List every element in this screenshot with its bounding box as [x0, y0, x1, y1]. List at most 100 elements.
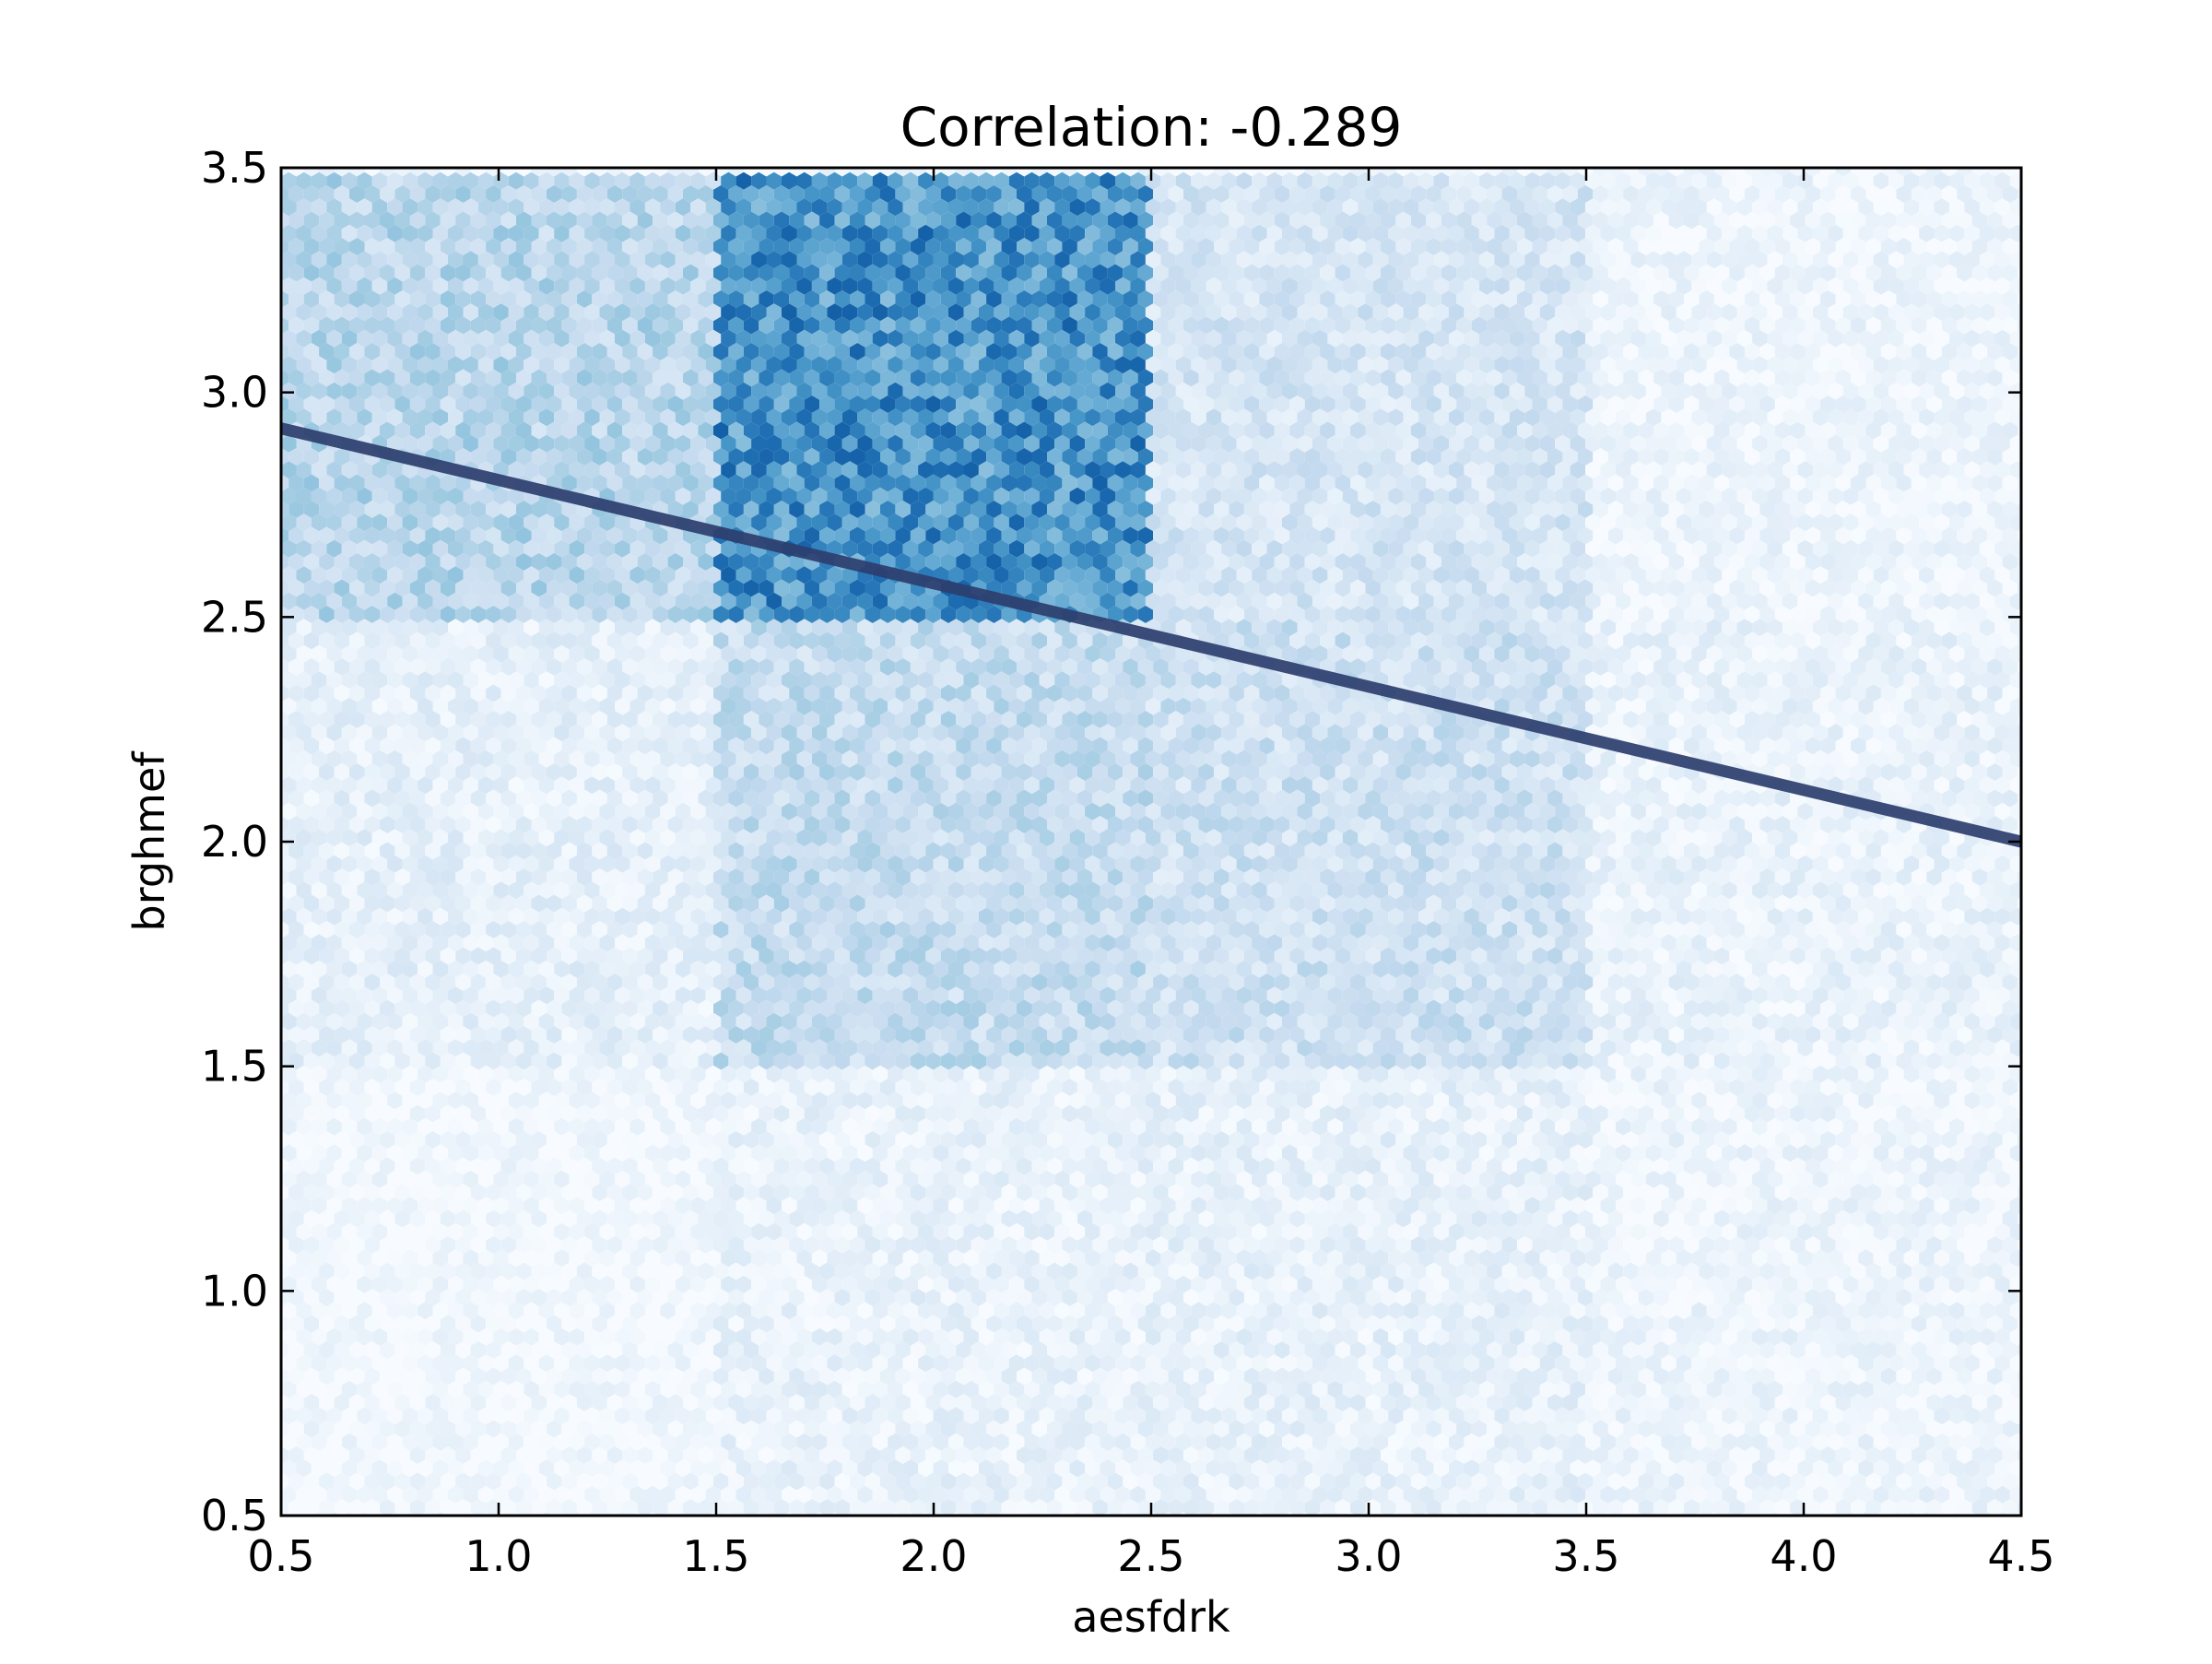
hex-cell: [804, 238, 820, 255]
hex-cell: [432, 198, 448, 217]
hex-cell: [857, 251, 873, 269]
hex-cell: [303, 168, 320, 177]
hex-cell: [925, 211, 941, 230]
hex-cell: [629, 277, 645, 295]
hex-cell: [1039, 277, 1055, 295]
hex-cell: [326, 171, 342, 190]
hex-cell: [1926, 211, 1942, 230]
hex-cell: [819, 211, 835, 230]
hex-cell: [500, 264, 516, 282]
hex-cell: [1069, 251, 1086, 269]
hex-cell: [1722, 224, 1737, 242]
hex-cell: [387, 224, 403, 242]
hex-cell: [2009, 224, 2021, 242]
hex-cell: [978, 198, 994, 217]
hex-cell: [1464, 251, 1479, 269]
hex-cell: [288, 238, 304, 255]
hex-cell: [690, 198, 706, 217]
hex-cell: [1994, 198, 2010, 217]
hex-cell: [1729, 168, 1745, 177]
hex-cell: [1426, 185, 1441, 203]
hex-cell: [2002, 185, 2018, 203]
hex-cell: [1312, 224, 1328, 242]
hex-cell: [1289, 264, 1305, 282]
hex-cell: [1380, 264, 1396, 282]
hex-cell: [334, 238, 349, 255]
hex-cell: [1539, 224, 1556, 242]
hex-cell: [1243, 238, 1260, 255]
hex-cell: [524, 277, 539, 295]
hex-cell: [311, 198, 327, 217]
hex-cell: [1008, 198, 1025, 217]
hex-cell: [789, 264, 805, 282]
hex-cell: [1562, 264, 1578, 282]
hex-cell: [477, 224, 494, 242]
hex-cell: [789, 185, 805, 203]
hex-cell: [281, 211, 289, 230]
hex-cell: [872, 251, 888, 269]
hex-cell: [1168, 168, 1183, 177]
hex-cell: [455, 238, 471, 255]
hex-cell: [1252, 251, 1267, 269]
hex-cell: [1699, 168, 1714, 177]
hex-cell: [493, 224, 509, 242]
hex-cell: [1395, 168, 1411, 177]
hex-cell: [569, 198, 585, 217]
hex-cell: [1031, 238, 1047, 255]
hex-cell: [751, 277, 767, 295]
hex-cell: [1851, 168, 1866, 177]
hex-cell: [493, 198, 509, 217]
hex-cell: [1229, 238, 1244, 255]
hex-cell: [1206, 224, 1222, 242]
hex-cell: [1115, 224, 1131, 242]
hex-cell: [804, 185, 820, 203]
hex-cell: [675, 224, 691, 242]
hex-cell: [1896, 264, 1912, 282]
hex-cell: [629, 198, 645, 217]
hex-cell: [463, 171, 478, 190]
hex-cell: [902, 171, 919, 190]
hex-cell: [1380, 238, 1396, 255]
hex-cell: [1957, 238, 1972, 255]
hex-cell: [281, 198, 297, 217]
hex-cell: [1600, 198, 1616, 217]
hex-cell: [759, 168, 774, 177]
hex-cell: [1524, 198, 1540, 217]
hex-cell: [1509, 198, 1525, 217]
hex-cell: [1069, 224, 1086, 242]
hex-cell: [387, 251, 403, 269]
hex-cell: [1630, 198, 1646, 217]
hex-cell: [1593, 238, 1608, 255]
hex-cell: [956, 238, 971, 255]
hex-cell: [418, 171, 433, 190]
hex-cell: [1517, 185, 1533, 203]
hex-cell: [554, 224, 570, 242]
hex-cell: [827, 198, 842, 217]
hex-cell: [1350, 238, 1366, 255]
hex-cell: [1957, 264, 1972, 282]
hex-cell: [606, 168, 623, 177]
hex-cell: [1638, 185, 1654, 203]
hex-cell: [1274, 264, 1290, 282]
hex-cell: [766, 251, 782, 269]
hex-cell: [1252, 277, 1267, 295]
hex-cell: [1289, 238, 1305, 255]
hex-cell: [584, 224, 600, 242]
hex-cell: [827, 171, 842, 190]
hex-cell: [1919, 198, 1935, 217]
hex-cell: [1706, 251, 1723, 269]
hex-cell: [288, 185, 304, 203]
hex-cell: [963, 171, 979, 190]
hex-cell: [1160, 277, 1176, 295]
hex-cell: [1266, 171, 1282, 190]
hex-cell: [1820, 238, 1836, 255]
hex-cell: [1744, 185, 1760, 203]
hex-cell: [1085, 224, 1100, 242]
hex-cell: [1532, 168, 1547, 177]
hex-cell: [1729, 211, 1745, 230]
hex-cell: [531, 264, 547, 282]
hex-cell: [888, 171, 903, 190]
hex-cell: [1759, 185, 1775, 203]
hex-cell: [606, 264, 623, 282]
hex-cell: [364, 264, 380, 282]
